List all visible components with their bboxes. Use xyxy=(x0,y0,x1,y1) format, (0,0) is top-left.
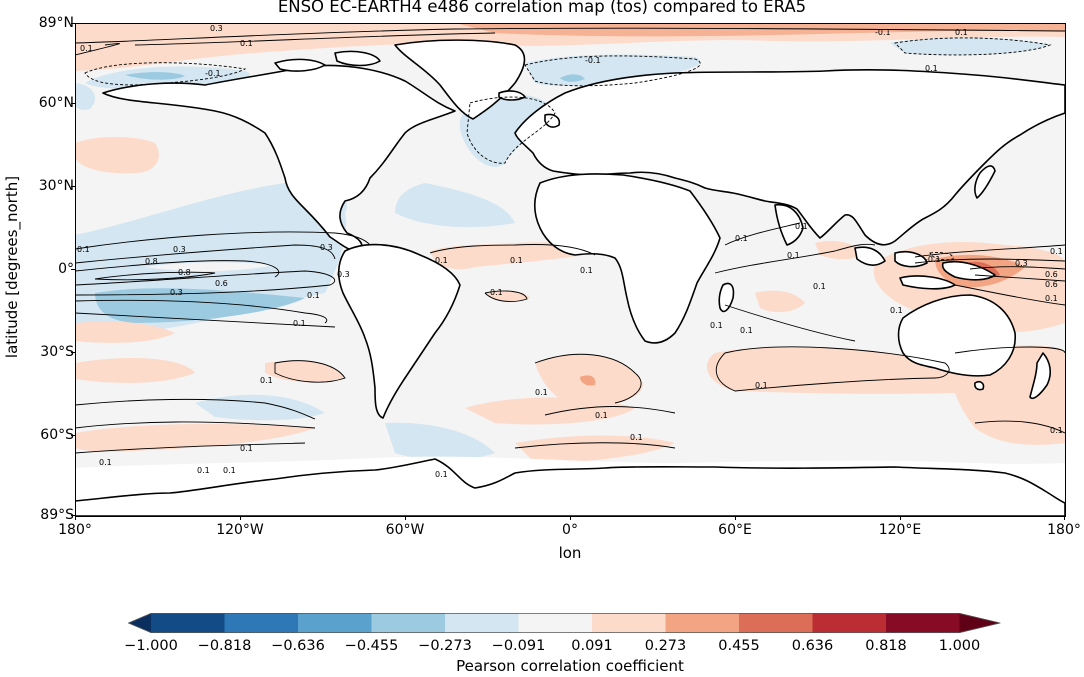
contour-label: 0.3 xyxy=(1015,259,1028,268)
x-tick-120w: 120°W xyxy=(216,522,264,538)
x-tick-120e: 120°E xyxy=(878,522,922,538)
contour-label: 0.1 xyxy=(77,245,90,254)
contour-label: 0.1 xyxy=(630,433,643,442)
contour-label: -0.1 xyxy=(205,69,221,78)
colorbar-tick: −1.000 xyxy=(124,638,178,654)
contour-label: 0.1 xyxy=(307,291,320,300)
colorbar-tick: 0.091 xyxy=(571,638,613,654)
y-tick-mark xyxy=(71,269,75,270)
y-tick-mark xyxy=(71,515,75,516)
contour-label: 0.6 xyxy=(215,279,228,288)
colorbar-tick: −0.455 xyxy=(344,638,399,654)
contour-label: 0.1 xyxy=(99,458,112,467)
y-tick-60s: 60°S xyxy=(40,427,74,443)
x-tick-60e: 60°E xyxy=(718,522,752,538)
y-tick-0: 0° xyxy=(58,261,74,277)
x-tick-mark xyxy=(735,516,736,520)
colorbar-under-arrow xyxy=(128,613,151,633)
colorbar-tick: 0.818 xyxy=(865,638,907,654)
y-tick-89s: 89°S xyxy=(40,507,74,523)
contour-label: 0.6 xyxy=(1045,270,1058,279)
contour-label: 0.1 xyxy=(293,319,306,328)
contour-label: 0.1 xyxy=(735,234,748,243)
colorbar-tick: 0.636 xyxy=(791,638,834,654)
contour-label: 0.1 xyxy=(260,376,273,385)
contour-label: 0.1 xyxy=(535,388,548,397)
contour-label: 0.1 xyxy=(795,222,808,231)
correlation-map: 0.3 0.1 0.1 -0.1 -0.1 0.1 -0.1 0.1 0.1 0… xyxy=(75,23,1065,516)
y-tick-30n: 30°N xyxy=(38,178,74,194)
chart-title: ENSO EC-EARTH4 e486 correlation map (tos… xyxy=(277,0,807,16)
contour-label: 0.1 xyxy=(787,251,800,260)
y-tick-mark xyxy=(71,435,75,436)
colorbar xyxy=(127,613,1001,633)
contour-label: 0.1 xyxy=(1050,426,1063,435)
contour-label: 0.1 xyxy=(890,306,903,315)
contour-label: 0.1 xyxy=(755,381,768,390)
contour-label: 0.8 xyxy=(145,257,158,266)
contour-label: 0.1 xyxy=(435,256,448,265)
contour-label: -0.1 xyxy=(925,255,941,264)
colorbar-over-arrow xyxy=(959,613,1001,633)
x-tick-180-east: 180° xyxy=(1047,522,1081,538)
colorbar-tick: 0.273 xyxy=(644,638,687,654)
y-axis-label: latitude [degrees_north] xyxy=(3,175,21,359)
colorbar-swatches xyxy=(127,613,1001,633)
contour-label: -0.1 xyxy=(875,28,891,37)
y-tick-mark xyxy=(71,23,75,24)
contour-labels: 0.3 0.1 0.1 -0.1 -0.1 0.1 -0.1 0.1 0.1 0… xyxy=(77,24,1063,479)
x-tick-mark xyxy=(75,516,76,520)
contour-label: 0.1 xyxy=(223,466,236,475)
contour-label: 0.1 xyxy=(710,321,723,330)
x-tick-mark xyxy=(900,516,901,520)
colorbar-tick: −0.273 xyxy=(418,638,472,654)
contour-label: 0.1 xyxy=(955,28,968,37)
map-plot-area: 0.3 0.1 0.1 -0.1 -0.1 0.1 -0.1 0.1 0.1 0… xyxy=(75,23,1065,516)
contour-label: 0.3 xyxy=(337,270,350,279)
contour-label: 0.8 xyxy=(178,268,191,277)
colorbar-tick: 0.455 xyxy=(718,638,760,654)
contour-label: 0.1 xyxy=(197,466,210,475)
contour-label: 0.1 xyxy=(435,470,448,479)
continents-layer xyxy=(75,39,1065,516)
x-tick-mark xyxy=(405,516,406,520)
contour-label: 0.1 xyxy=(1045,294,1058,303)
y-tick-mark xyxy=(71,352,75,353)
colorbar-tick: 1.000 xyxy=(938,638,981,654)
colorbar-tick: −0.091 xyxy=(491,638,546,654)
contour-label: 0.1 xyxy=(925,64,938,73)
contour-label: 0.3 xyxy=(210,24,223,33)
contour-label: 0.6 xyxy=(1045,280,1058,289)
y-tick-mark xyxy=(71,186,75,187)
x-tick-mark xyxy=(240,516,241,520)
contour-label: 0.1 xyxy=(240,39,253,48)
y-tick-mark xyxy=(71,103,75,104)
contour-label: 0.1 xyxy=(80,44,93,53)
colorbar-tick: −0.818 xyxy=(197,638,252,654)
contour-label: 0.1 xyxy=(240,444,253,453)
contour-label: 0.1 xyxy=(595,411,608,420)
x-tick-60w: 60°W xyxy=(385,522,425,538)
contour-label: 0.3 xyxy=(170,288,183,297)
contour-label: 0.1 xyxy=(580,266,593,275)
contour-label: 0.1 xyxy=(1050,247,1063,256)
y-tick-60n: 60°N xyxy=(38,95,74,111)
x-tick-mark xyxy=(1064,516,1065,520)
contour-label: -0.1 xyxy=(585,56,601,65)
contour-label: 0.3 xyxy=(173,245,186,254)
contour-label: 0.3 xyxy=(320,243,333,252)
contour-label: 0.1 xyxy=(813,282,826,291)
y-tick-89n: 89°N xyxy=(38,15,74,31)
contour-label: 0.1 xyxy=(740,326,753,335)
x-tick-180: 180° xyxy=(58,522,92,538)
colorbar-tick: −0.636 xyxy=(271,638,325,654)
contour-label: 0.1 xyxy=(510,256,523,265)
contour-layer xyxy=(75,27,1065,454)
x-tick-mark xyxy=(570,516,571,520)
x-tick-0: 0° xyxy=(562,522,578,538)
y-tick-30s: 30°S xyxy=(40,344,74,360)
x-axis-label: lon xyxy=(558,544,582,562)
colorbar-label: Pearson correlation coefficient xyxy=(456,657,684,675)
contour-label: 0.1 xyxy=(490,288,503,297)
